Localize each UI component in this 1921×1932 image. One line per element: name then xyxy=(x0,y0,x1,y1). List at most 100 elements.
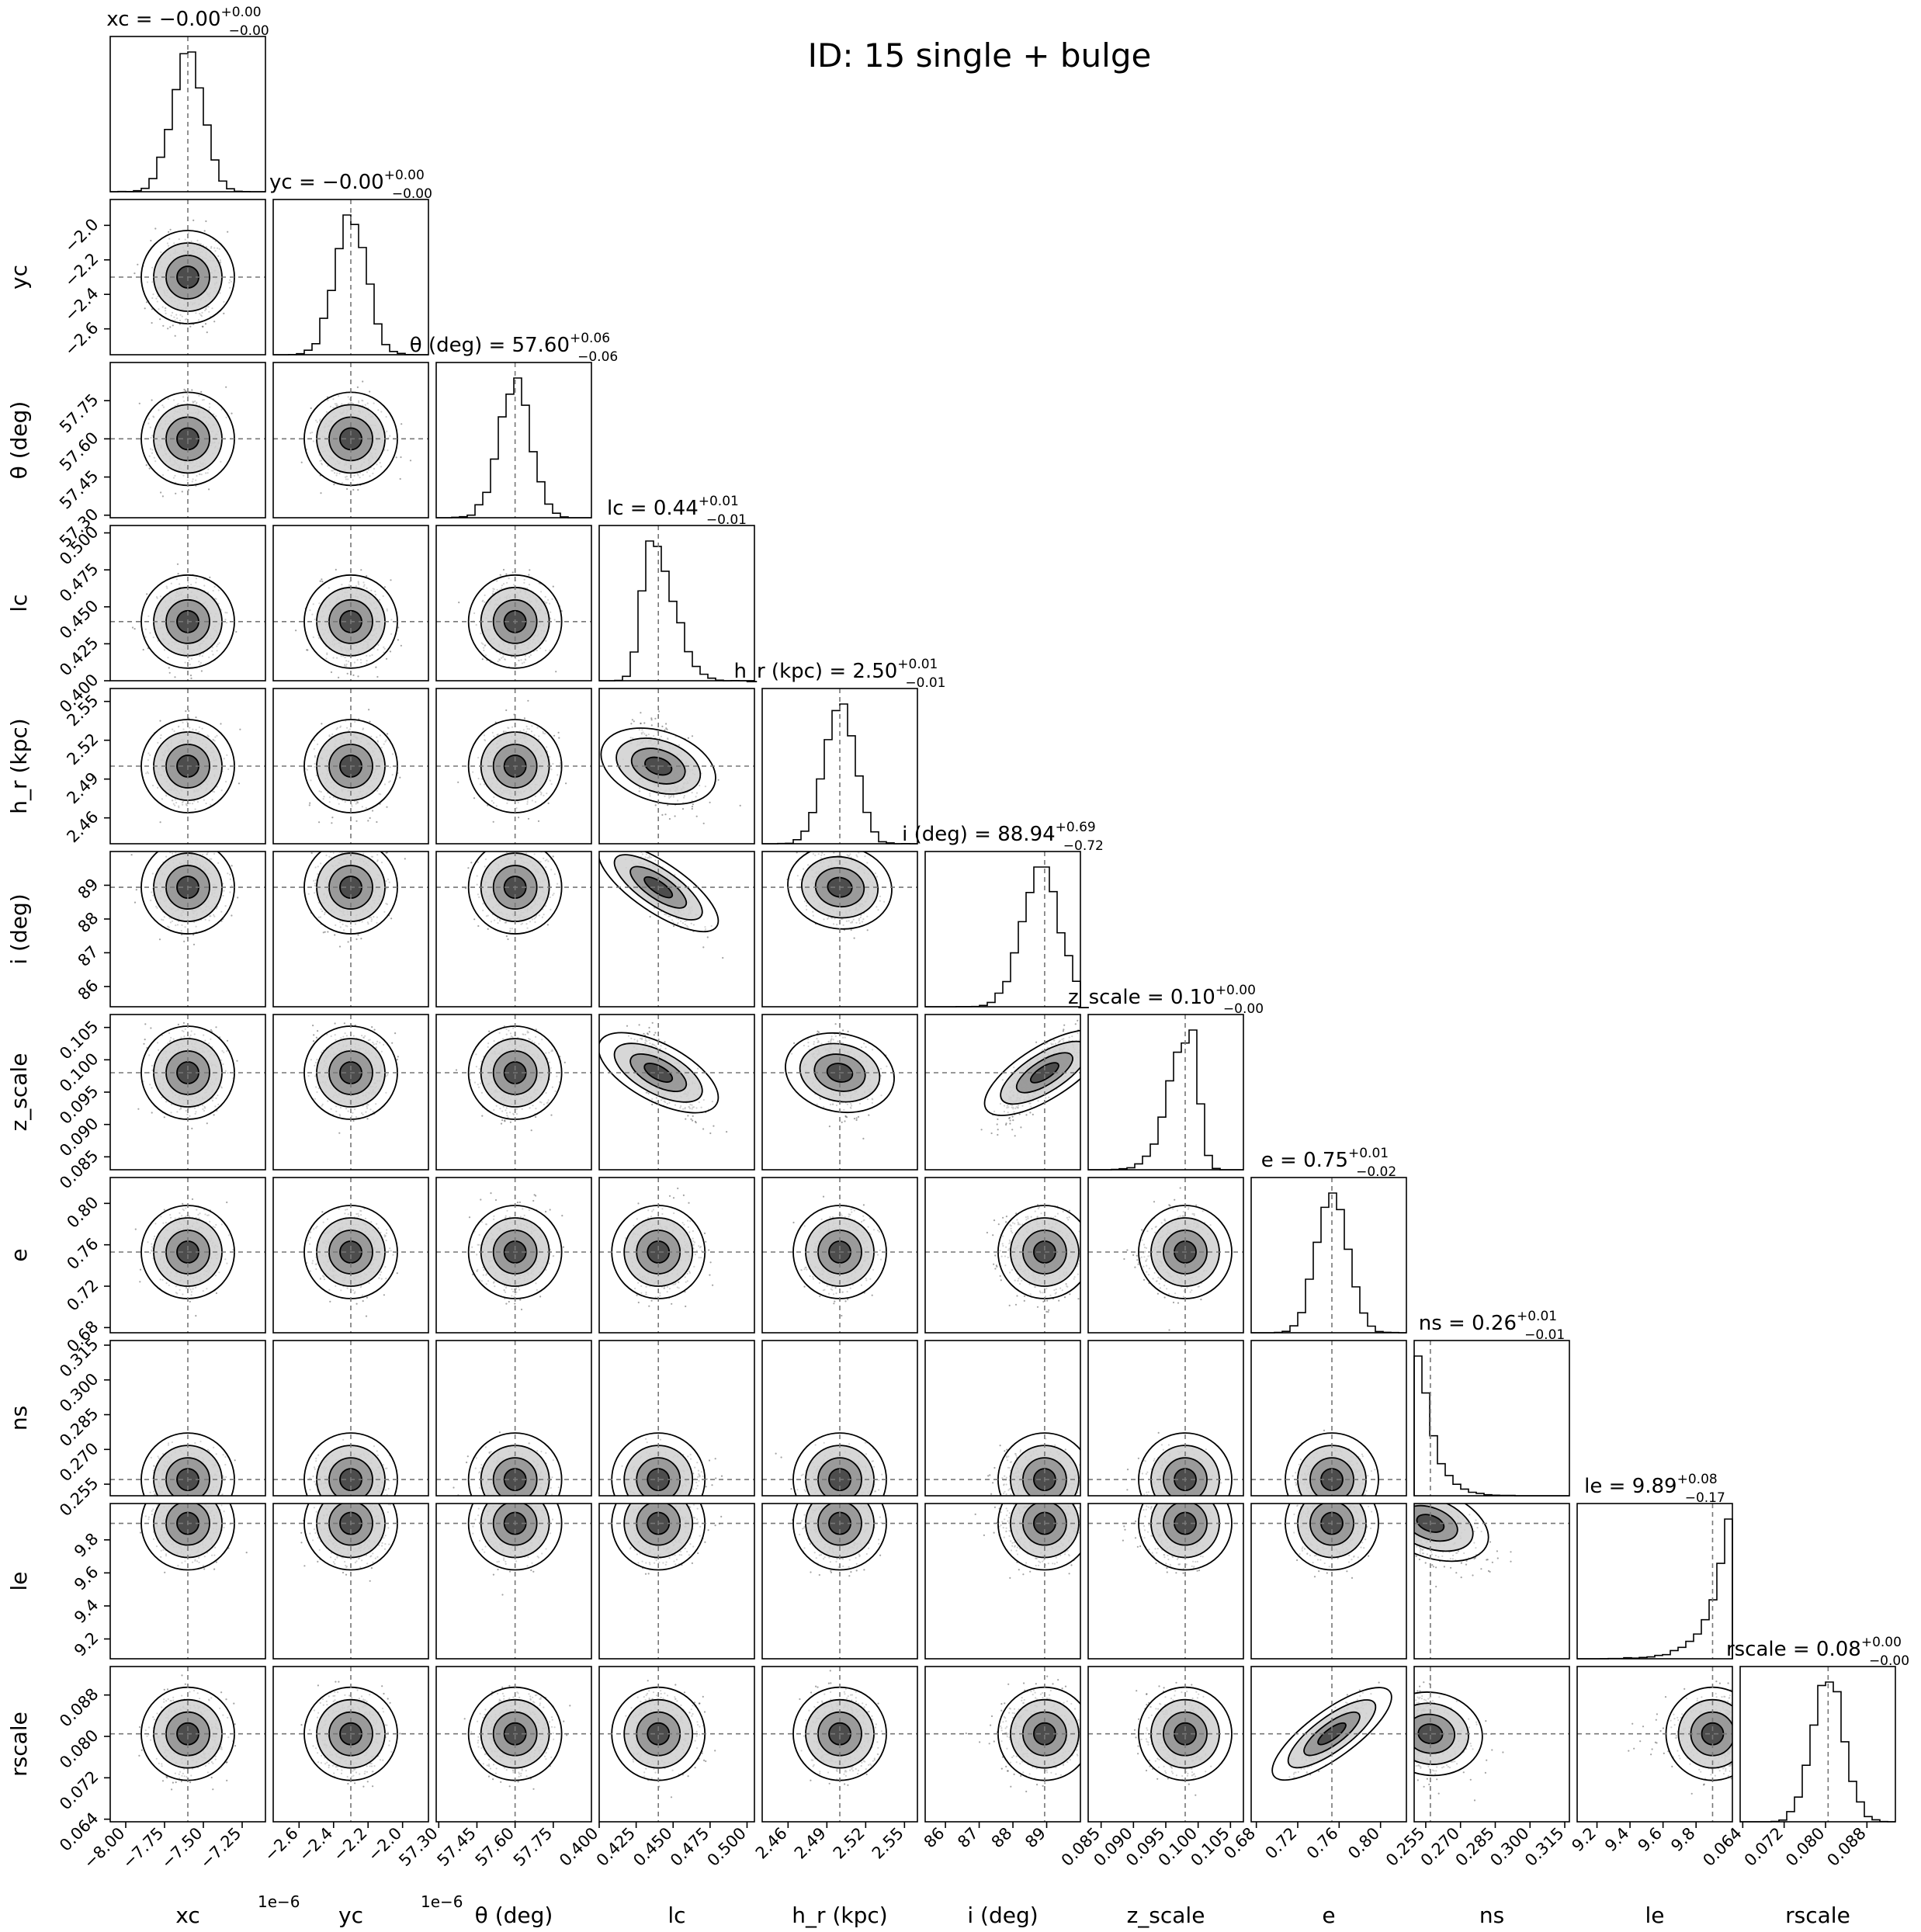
sample-point xyxy=(149,467,151,469)
sample-point xyxy=(137,264,138,265)
sample-point xyxy=(144,307,146,309)
sample-point xyxy=(168,667,170,668)
param-title-plus: +0.01 xyxy=(699,494,739,509)
sample-point xyxy=(357,489,359,491)
sample-point xyxy=(134,628,136,630)
sample-point xyxy=(204,230,206,231)
sample-point xyxy=(235,631,237,633)
param-title-label: xc = −0.00 xyxy=(106,8,220,31)
y-axis-label-lc: lc xyxy=(6,594,32,612)
sample-point xyxy=(146,464,147,466)
sample-point xyxy=(500,574,501,576)
sample-point xyxy=(529,569,530,571)
sample-point xyxy=(375,667,376,668)
sample-point xyxy=(225,387,227,388)
sample-point xyxy=(306,649,307,650)
sample-point xyxy=(190,675,192,676)
sample-point xyxy=(400,423,402,425)
sample-point xyxy=(205,323,206,324)
sample-point xyxy=(183,389,185,390)
sample-point xyxy=(357,675,359,677)
sample-point xyxy=(190,678,192,679)
sample-point xyxy=(167,328,168,329)
y-axis-label-yc: yc xyxy=(6,265,32,290)
sample-point xyxy=(335,569,337,571)
sample-point xyxy=(188,489,189,491)
sample-point xyxy=(386,658,387,660)
sample-point xyxy=(200,391,202,393)
sample-point xyxy=(174,676,175,678)
sample-point xyxy=(192,220,194,221)
sample-point xyxy=(146,301,147,303)
sample-point xyxy=(397,639,399,640)
sample-point xyxy=(333,484,335,485)
sample-point xyxy=(366,575,367,577)
sample-point xyxy=(362,380,363,382)
sample-point xyxy=(175,493,176,494)
sample-point xyxy=(209,577,210,578)
sample-point xyxy=(188,710,189,712)
sample-point xyxy=(390,579,391,581)
sample-point xyxy=(177,564,179,565)
sample-point xyxy=(227,231,228,233)
sample-point xyxy=(400,645,402,647)
sample-point xyxy=(133,272,135,274)
sample-point xyxy=(301,462,303,463)
y-axis-label-theta: θ (deg) xyxy=(6,401,32,480)
sample-point xyxy=(182,491,183,492)
sample-point xyxy=(410,460,411,461)
sample-point xyxy=(143,649,144,650)
sample-point xyxy=(213,321,215,322)
sample-point xyxy=(505,574,507,575)
sample-point xyxy=(376,676,378,678)
sample-point xyxy=(202,326,203,328)
sample-point xyxy=(310,408,312,409)
sample-point xyxy=(168,231,169,233)
param-title-plus: +0.06 xyxy=(570,331,610,346)
sample-point xyxy=(208,488,210,490)
sample-point xyxy=(220,723,221,724)
sample-point xyxy=(384,586,386,588)
sample-point xyxy=(159,720,161,722)
sample-point xyxy=(347,673,348,675)
sample-point xyxy=(162,325,164,327)
sample-point xyxy=(162,495,164,497)
sample-point xyxy=(159,318,161,320)
sample-point xyxy=(321,578,322,580)
sample-point xyxy=(338,677,339,678)
sample-point xyxy=(390,650,391,652)
sample-point xyxy=(400,478,401,480)
sample-point xyxy=(346,488,348,490)
sample-point xyxy=(352,675,354,676)
sample-point xyxy=(172,324,174,326)
sample-point xyxy=(146,593,147,595)
sample-point xyxy=(151,399,153,401)
sample-point xyxy=(185,710,186,712)
sample-point xyxy=(512,571,514,573)
sample-point xyxy=(352,489,354,491)
sample-point xyxy=(205,220,206,222)
sample-point xyxy=(175,335,176,337)
sample-point xyxy=(528,574,529,575)
sample-point xyxy=(320,581,321,582)
param-title-plus: +0.00 xyxy=(221,5,262,20)
sample-point xyxy=(189,326,191,328)
sample-point xyxy=(396,456,397,458)
sample-point xyxy=(458,602,459,603)
sample-point xyxy=(400,456,401,458)
sample-point xyxy=(139,403,140,404)
sample-point xyxy=(201,670,203,671)
sample-point xyxy=(239,729,241,730)
sample-point xyxy=(132,626,133,628)
sample-point xyxy=(169,672,171,674)
sample-point xyxy=(154,227,156,229)
sample-point xyxy=(321,581,323,582)
sample-point xyxy=(191,389,192,390)
sample-point xyxy=(169,326,171,328)
sample-point xyxy=(331,671,332,673)
param-title-label: yc = −0.00 xyxy=(269,171,384,194)
sample-point xyxy=(206,331,208,333)
sample-point xyxy=(160,491,161,493)
